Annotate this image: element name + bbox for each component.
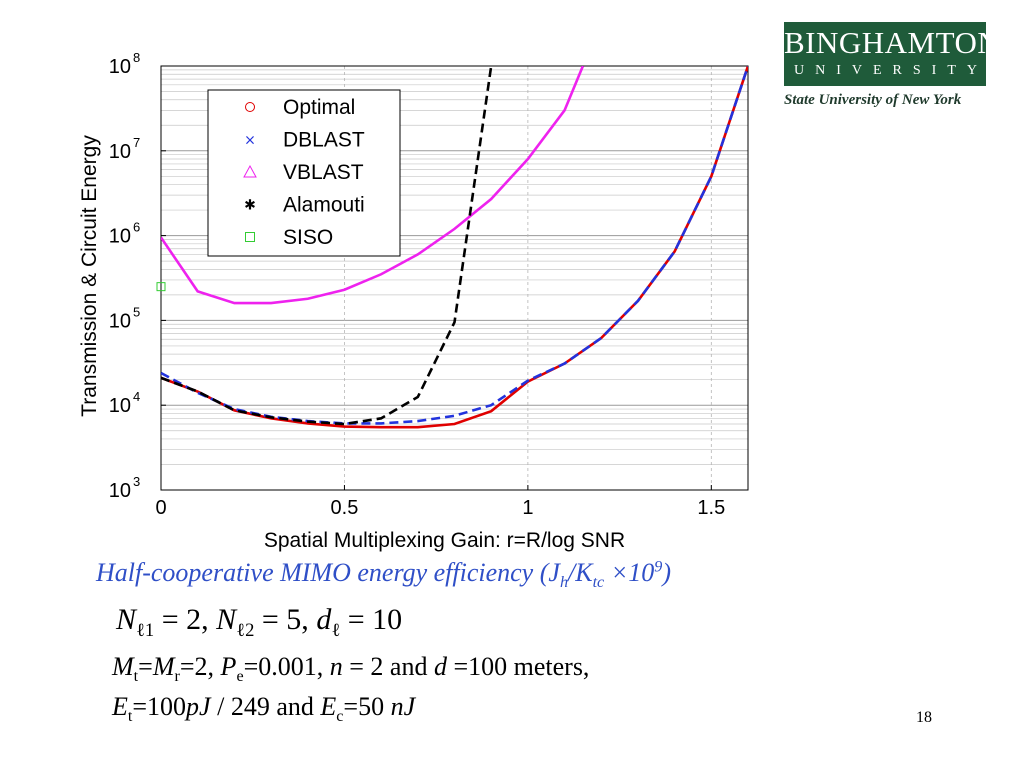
p2-e: E [112, 692, 128, 721]
parameter-formula: Nℓ1 = 2, Nℓ2 = 5, dℓ = 10 [116, 603, 402, 642]
caption-times: ×10 [604, 558, 655, 587]
formula-sub1: ℓ1 [136, 620, 155, 641]
p1-pval: =0.001, [243, 652, 330, 681]
logo-tagline: State University of New York [784, 92, 962, 108]
formula-eq1: = 2, [154, 603, 217, 636]
params-line-2: Et=100pJ / 249 and Ec=50 nJ [112, 692, 415, 726]
x-tick-label: 1.5 [697, 497, 725, 519]
params-line-1: Mt=Mr=2, Pe=0.001, n = 2 and d =100 mete… [112, 652, 589, 686]
p1-t: t [133, 668, 139, 686]
x-tick-label: 1 [522, 497, 533, 519]
p1-d: d [433, 652, 447, 681]
caption-sub-tc: tc [592, 574, 605, 592]
series-line-vblast [161, 66, 585, 305]
legend-marker-dblast: × [244, 133, 256, 149]
formula-n1: N [116, 603, 137, 636]
p2-t: t [127, 708, 133, 726]
caption-slash: /K [568, 558, 593, 587]
series-lines [156, 66, 748, 429]
caption-sub-h: h [559, 574, 568, 592]
y-tick-exponent: 3 [133, 474, 140, 489]
logo-sub: UNIVERSITY [794, 63, 988, 78]
formula-eq2: = 5, [254, 603, 317, 636]
x-tick-label: 0.5 [331, 497, 359, 519]
p1-p: P [220, 652, 237, 681]
legend-marker-vblast [243, 164, 257, 178]
page-number: 18 [916, 709, 932, 726]
p1-r: r [174, 668, 180, 686]
logo-box: BINGHAMTON UNIVERSITY [784, 22, 1001, 86]
p2-pj: pJ [186, 692, 211, 721]
p1-n: n [329, 652, 343, 681]
p2-e2: E [320, 692, 337, 721]
grid-lines [160, 66, 748, 491]
figure-caption: Half-cooperative MIMO energy efficiency … [96, 558, 671, 592]
p2-c: c [336, 708, 344, 726]
formula-sub2: ℓ2 [236, 620, 255, 641]
p2-nj: nJ [390, 692, 416, 721]
legend-box [207, 89, 401, 257]
caption-sup: 9 [654, 558, 663, 576]
legend-label-siso: SISO [283, 226, 333, 249]
p1-eqm: = [138, 652, 153, 681]
legend-label-alamouti: Alamouti [283, 194, 365, 217]
legend-label-dblast: DBLAST [283, 129, 365, 152]
y-tick-label: 10 [109, 310, 131, 332]
p1-nval: = 2 and [342, 652, 434, 681]
legend-label-vblast: VBLAST [283, 161, 364, 184]
y-tick-label: 10 [109, 141, 131, 163]
legend-label-optimal: Optimal [283, 96, 355, 119]
formula-sub3: ℓ [331, 620, 341, 641]
p2-val2: =50 [343, 692, 391, 721]
university-logo: BINGHAMTON UNIVERSITY State University o… [784, 22, 1001, 109]
y-tick-exponent: 5 [133, 304, 140, 319]
p2-val: =100 [132, 692, 187, 721]
formula-eq3: = 10 [340, 603, 403, 636]
x-axis-label: Spatial Multiplexing Gain: r=R/log SNR [264, 529, 625, 552]
legend-marker-siso [245, 232, 255, 242]
caption-end: ) [662, 558, 671, 587]
y-tick-label: 10 [109, 226, 131, 248]
formula-n2: N [216, 603, 237, 636]
y-tick-label: 10 [109, 395, 131, 417]
logo-name: BINGHAMTON [784, 25, 1001, 60]
y-tick-label: 10 [109, 480, 131, 502]
y-tick-label: 10 [109, 56, 131, 78]
formula-d: d [316, 603, 332, 636]
y-axis-label: Transmission & Circuit Energy [78, 135, 101, 417]
p1-e: e [236, 668, 244, 686]
legend-marker-alamouti: ✱ [244, 198, 256, 214]
caption-prefix: Half-cooperative MIMO energy efficiency … [96, 558, 560, 587]
p1-val: =2, [179, 652, 221, 681]
y-tick-exponent: 4 [133, 389, 140, 404]
y-tick-exponent: 6 [133, 220, 140, 235]
p1-m: M [112, 652, 134, 681]
legend-marker-optimal [245, 102, 255, 112]
x-tick-label: 0 [155, 497, 166, 519]
p2-rest: / 249 and [210, 692, 321, 721]
y-tick-exponent: 8 [133, 50, 140, 65]
legend: Optimal × DBLAST VBLAST ✱ Alamouti SISO [207, 89, 401, 257]
y-tick-exponent: 7 [133, 135, 140, 150]
series-point-siso [156, 282, 166, 292]
p1-dval: =100 meters, [446, 652, 590, 681]
series-line-alamouti [161, 66, 493, 426]
plot-frame [160, 65, 749, 491]
p1-m2: M [152, 652, 175, 681]
